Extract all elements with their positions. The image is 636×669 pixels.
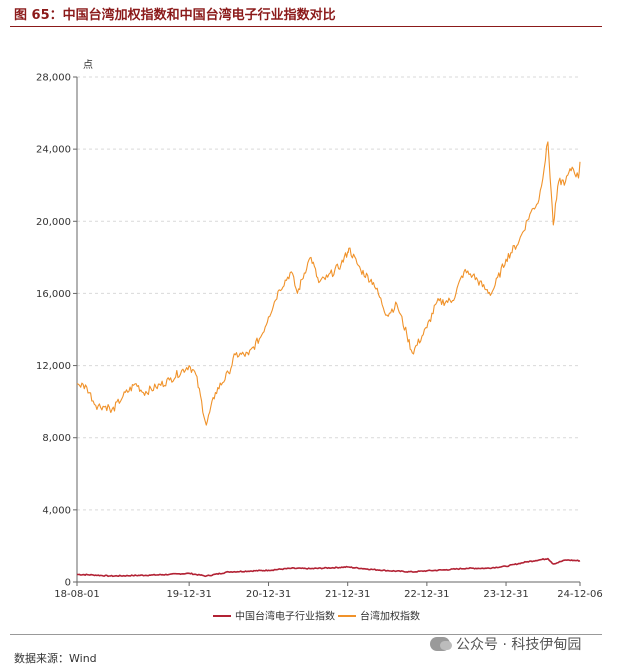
legend-label: 中国台湾电子行业指数 bbox=[235, 610, 335, 623]
watermark-text: 公众号 · 科技伊甸园 bbox=[456, 637, 582, 653]
x-tick-label: 20-12-31 bbox=[246, 589, 291, 600]
x-tick-label: 19-12-31 bbox=[166, 589, 211, 600]
y-tick-label: 12,000 bbox=[36, 361, 71, 372]
series-lines bbox=[76, 141, 581, 578]
wechat-icon bbox=[430, 637, 452, 651]
x-tick-label: 18-08-01 bbox=[54, 589, 99, 600]
x-tick-label: 21-12-31 bbox=[325, 589, 370, 600]
y-tick-label: 24,000 bbox=[36, 145, 71, 156]
x-tick-label: 24-12-06 bbox=[557, 589, 602, 600]
y-tick-label: 28,000 bbox=[36, 73, 71, 84]
x-tick-label: 22-12-31 bbox=[404, 589, 449, 600]
y-axis-unit-label: 点 bbox=[83, 59, 93, 71]
legend-label: 台湾加权指数 bbox=[360, 610, 420, 623]
x-tick-label: 23-12-31 bbox=[483, 589, 528, 600]
y-tick-label: 8,000 bbox=[42, 433, 71, 444]
y-tick-label: 16,000 bbox=[36, 289, 71, 300]
series-line-1 bbox=[76, 141, 581, 426]
watermark: 公众号 · 科技伊甸园 bbox=[430, 634, 581, 654]
y-tick-label: 0 bbox=[65, 578, 71, 589]
figure-title: 图 65：中国台湾加权指数和中国台湾电子行业指数对比 bbox=[14, 8, 336, 23]
data-source: 数据来源：Wind bbox=[14, 652, 97, 665]
series-line-0 bbox=[76, 557, 581, 578]
line-chart: 0 4,000 8,000 12,000 16,000 20,000 24,000 28,00… bbox=[36, 59, 603, 623]
y-tick-label: 20,000 bbox=[36, 217, 71, 228]
legend: 中国台湾电子行业指数 台湾加权指数 bbox=[213, 610, 420, 623]
footer-rule bbox=[10, 634, 602, 635]
grid-lines bbox=[77, 76, 580, 511]
y-tick-label: 4,000 bbox=[42, 505, 71, 516]
title-rule bbox=[10, 26, 602, 27]
axes: 0 4,000 8,000 12,000 16,000 20,000 24,000 28,00… bbox=[36, 73, 603, 601]
